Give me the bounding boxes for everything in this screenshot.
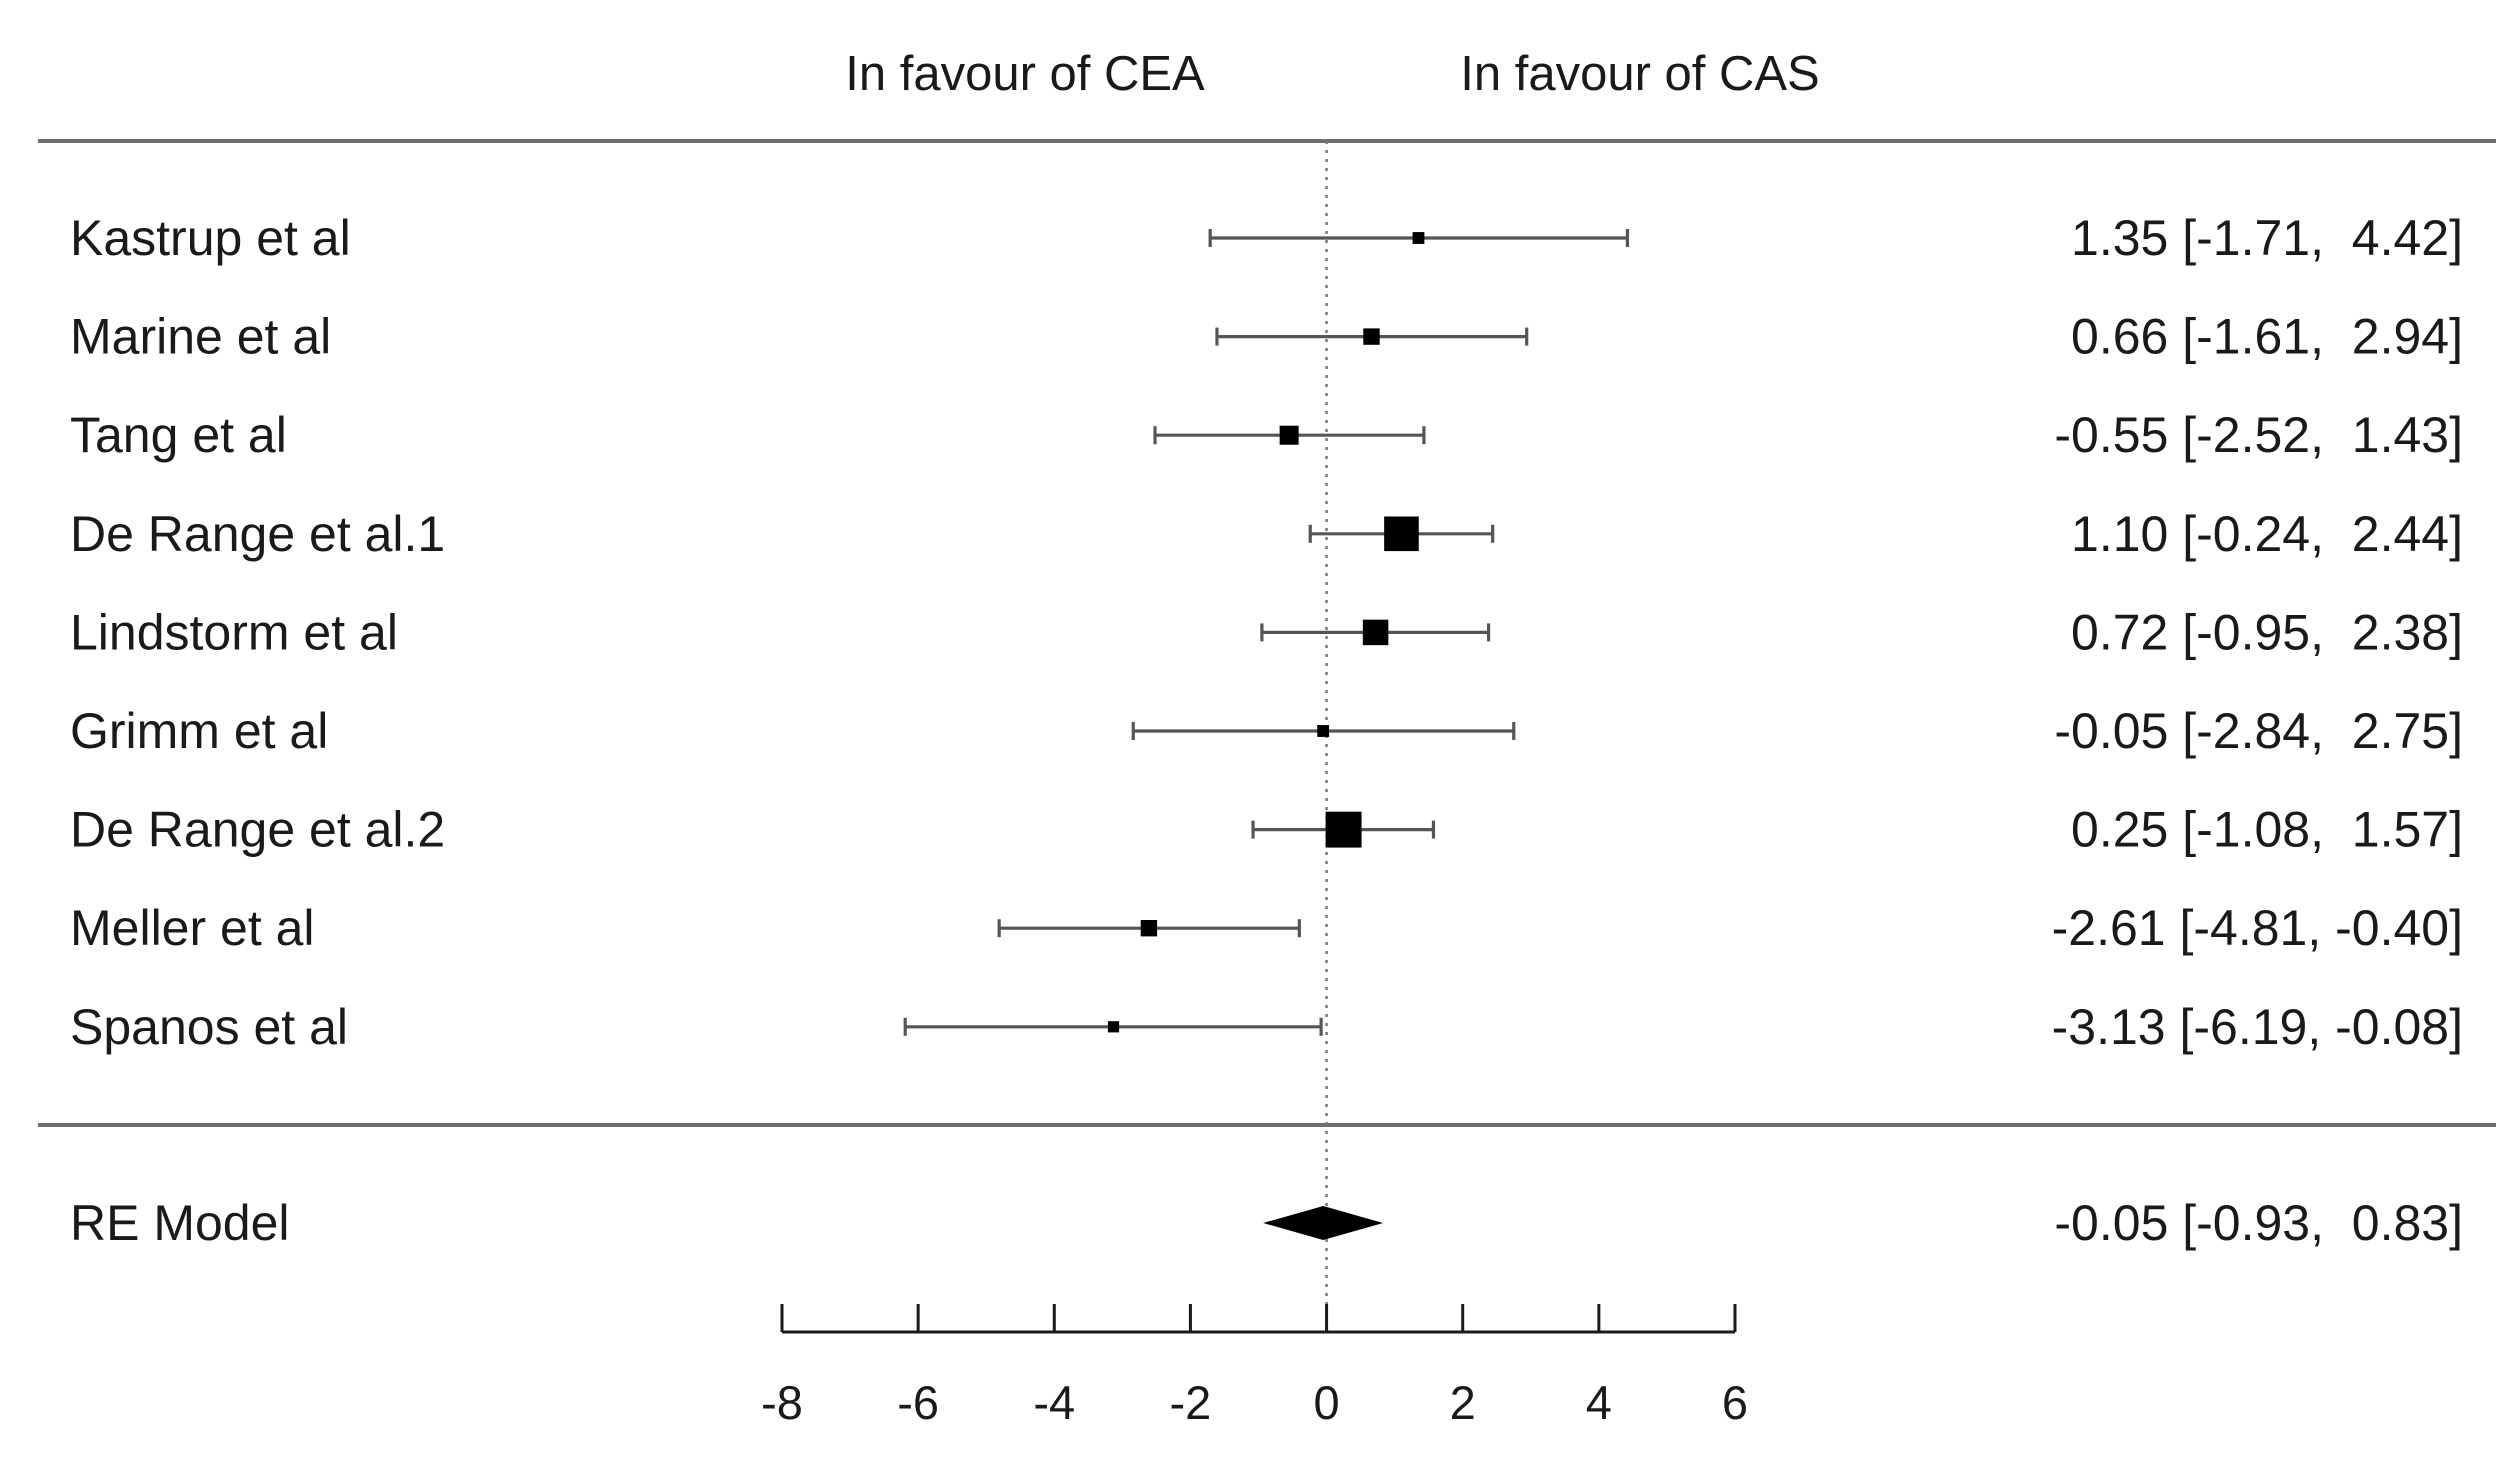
study-label: Marine et al [70, 309, 331, 365]
study-rows: Kastrup et al 1.35 [-1.71, 4.42] Marine et… [70, 210, 2463, 1055]
study-label: Meller et al [70, 900, 315, 956]
point-estimate-square [1279, 425, 1299, 445]
ci-value-text: 0.66 [-1.61, 2.94] [2071, 309, 2463, 365]
summary-diamond [1263, 1206, 1384, 1240]
x-tick-label: 0 [1314, 1376, 1340, 1429]
point-estimate-square [1412, 232, 1425, 244]
ci-value-text: 1.10 [-0.24, 2.44] [2071, 506, 2463, 562]
ci-value-text: -0.55 [-2.52, 1.43] [2054, 407, 2463, 463]
ci-value-text: 0.72 [-0.95, 2.38] [2071, 604, 2463, 660]
header-favour-cas: In favour of CAS [1460, 47, 1820, 101]
x-tick-label: -6 [897, 1376, 939, 1429]
ci-value-text: -0.05 [-2.84, 2.75] [2054, 703, 2463, 759]
study-label: De Range et al.2 [70, 802, 445, 858]
summary-row: RE Model -0.05 [-0.93, 0.83] [70, 1195, 2463, 1251]
point-estimate-square [1140, 920, 1158, 937]
x-tick-label: 4 [1586, 1376, 1612, 1429]
study-row: Meller et al -2.61 [-4.81, -0.40] [70, 900, 2463, 956]
ci-value-text: -2.61 [-4.81, -0.40] [2052, 900, 2463, 956]
x-tick-label: -2 [1170, 1376, 1212, 1429]
header-favour-cea: In favour of CEA [845, 47, 1205, 101]
point-estimate-square [1363, 328, 1380, 345]
ci-value-text: -3.13 [-6.19, -0.08] [2052, 999, 2463, 1055]
study-row: Grimm et al -0.05 [-2.84, 2.75] [70, 703, 2463, 759]
study-label: Lindstorm et al [70, 604, 398, 660]
study-label: Spanos et al [70, 999, 348, 1055]
study-label: Kastrup et al [70, 210, 351, 266]
point-estimate-square [1317, 725, 1330, 737]
x-tick-label: 2 [1450, 1376, 1476, 1429]
point-estimate-square [1107, 1021, 1120, 1033]
study-row: Kastrup et al 1.35 [-1.71, 4.42] [70, 210, 2463, 266]
study-label: Tang et al [70, 407, 287, 463]
x-axis: -8 -6 -4 -2 0 2 4 6 [761, 1304, 1748, 1429]
point-estimate-square [1384, 516, 1419, 552]
x-tick-label: -4 [1033, 1376, 1075, 1429]
study-label: De Range et al.1 [70, 506, 445, 562]
x-tick-label: 6 [1722, 1376, 1748, 1429]
x-tick-label: -8 [761, 1376, 803, 1429]
point-estimate-square [1362, 619, 1389, 646]
ci-value-text: 0.25 [-1.08, 1.57] [2071, 802, 2463, 858]
study-row: Marine et al 0.66 [-1.61, 2.94] [70, 309, 2463, 365]
study-row: De Range et al.2 0.25 [-1.08, 1.57] [70, 802, 2463, 858]
study-row: Spanos et al -3.13 [-6.19, -0.08] [70, 999, 2463, 1055]
study-row: De Range et al.1 1.10 [-0.24, 2.44] [70, 506, 2463, 562]
study-row: Tang et al -0.55 [-2.52, 1.43] [70, 407, 2463, 463]
point-estimate-square [1325, 811, 1362, 848]
ci-value-text: 1.35 [-1.71, 4.42] [2071, 210, 2463, 266]
summary-ci-text: -0.05 [-0.93, 0.83] [2054, 1195, 2463, 1251]
study-label: Grimm et al [70, 703, 328, 759]
study-row: Lindstorm et al 0.72 [-0.95, 2.38] [70, 604, 2463, 660]
summary-label: RE Model [70, 1195, 290, 1251]
